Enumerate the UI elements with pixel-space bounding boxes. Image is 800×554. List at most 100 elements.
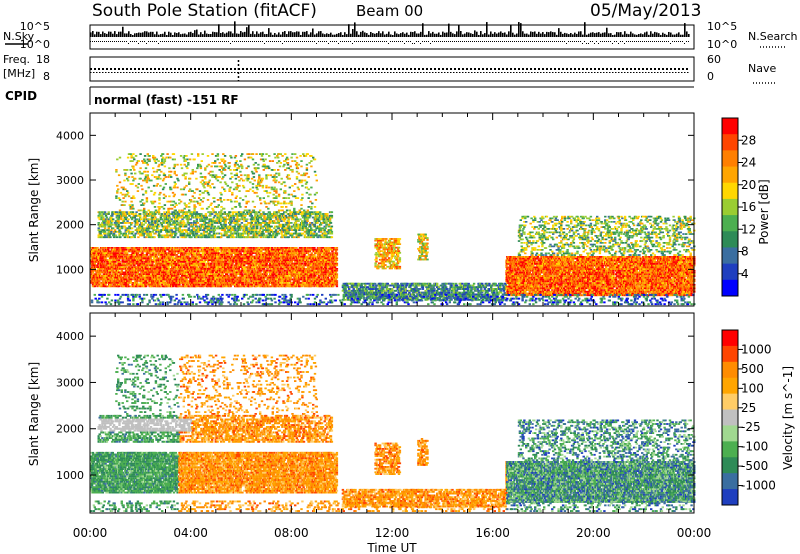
noise-bar <box>626 34 628 37</box>
freq-dot <box>558 68 560 70</box>
nave-dot <box>540 72 542 73</box>
noise-bar <box>356 31 358 37</box>
noise-dot <box>242 41 243 42</box>
noise-dot <box>564 41 565 42</box>
nave-dot <box>207 72 209 73</box>
noise-dot <box>382 41 383 42</box>
noise-bar <box>582 35 584 37</box>
noise-bar <box>406 33 408 37</box>
nave-dot <box>447 72 449 73</box>
noise-dot <box>544 41 545 42</box>
freq-dot <box>518 68 520 70</box>
noise-bar <box>570 33 572 37</box>
noise-dot <box>436 41 437 42</box>
noise-dot <box>316 43 317 44</box>
nave-dot <box>435 72 437 73</box>
noise-dot <box>274 41 275 42</box>
freq-dot <box>198 68 200 70</box>
noise-dot <box>474 41 475 42</box>
noise-dot <box>584 41 585 42</box>
nave-dot <box>612 72 614 73</box>
noise-dot <box>182 41 183 42</box>
noise-bar <box>562 34 564 37</box>
cpid-label: CPID <box>5 89 37 103</box>
noise-bar <box>688 34 690 37</box>
heatmap-cell <box>104 258 106 260</box>
freq-dot <box>210 68 212 70</box>
freq-dot <box>318 68 320 70</box>
nsky-label: N.Sky <box>3 30 35 43</box>
heatmap-cell <box>148 273 150 275</box>
noise-dot <box>94 41 95 42</box>
freq-unit: [MHz] <box>3 67 35 80</box>
heatmap-cell <box>149 258 151 260</box>
noise-dot <box>374 41 375 42</box>
noise-bar <box>318 31 320 37</box>
nave-dot <box>501 72 503 73</box>
noise-dot <box>166 41 167 42</box>
noise-bar <box>184 33 186 37</box>
freq-dot <box>370 68 372 70</box>
noise-bar <box>452 33 454 37</box>
noise-dot <box>234 41 235 42</box>
freq-dot <box>502 68 504 70</box>
freq-dot <box>194 68 196 70</box>
nave-tick-high: 60 <box>707 53 721 66</box>
noise-bar <box>538 32 540 37</box>
nave-dot <box>429 72 431 73</box>
noise-dot <box>334 41 335 42</box>
noise-bar <box>350 34 352 37</box>
noise-bar <box>174 32 176 37</box>
noise-bar <box>554 32 556 37</box>
nave-dot <box>423 72 425 73</box>
noise-bar <box>220 33 222 37</box>
noise-dot <box>320 41 321 42</box>
noise-dot <box>398 41 399 42</box>
nave-dot <box>387 72 389 73</box>
noise-bar <box>440 35 442 37</box>
noise-dot <box>536 41 537 42</box>
noise-dot <box>578 41 579 42</box>
noise-bar <box>646 32 648 37</box>
noise-dot <box>310 41 311 42</box>
noise-dot <box>146 43 147 44</box>
noise-bar <box>456 31 458 37</box>
noise-dot <box>160 41 161 42</box>
noise-bar <box>256 31 258 37</box>
noise-dot <box>468 41 469 42</box>
heatmap-cell <box>141 252 143 254</box>
noise-dot <box>450 41 451 42</box>
noise-dot <box>226 41 227 42</box>
noise-bar <box>666 35 668 37</box>
nave-dot <box>378 72 380 73</box>
noise-dot <box>190 41 191 42</box>
noise-bar <box>662 33 664 37</box>
noise-bar <box>634 34 636 37</box>
freq-dot <box>534 68 536 70</box>
freq-dot <box>522 68 524 70</box>
freq-dot <box>546 68 548 70</box>
noise-bar <box>514 35 516 37</box>
nave-dot <box>573 72 575 73</box>
noise-bar <box>592 32 594 37</box>
noise-bar <box>494 32 496 37</box>
noise-bar <box>168 32 170 37</box>
nave-dot <box>672 72 674 73</box>
heatmap-cell <box>104 272 106 274</box>
nave-dot <box>345 72 347 73</box>
noise-bar <box>372 33 374 37</box>
noise-dot <box>656 41 657 42</box>
noise-dot <box>422 41 423 42</box>
noise-dot <box>644 41 645 42</box>
nave-dot <box>246 72 248 73</box>
noise-dot <box>458 41 459 42</box>
noise-bar <box>326 33 328 37</box>
nave-dot <box>567 72 569 73</box>
nave-dot <box>138 72 140 73</box>
heatmap-cell <box>149 263 151 265</box>
noise-dot <box>540 41 541 42</box>
noise-bar <box>590 33 592 37</box>
heatmap-cell <box>149 252 151 254</box>
noise-bar <box>162 34 164 37</box>
freq-dot <box>642 68 644 70</box>
